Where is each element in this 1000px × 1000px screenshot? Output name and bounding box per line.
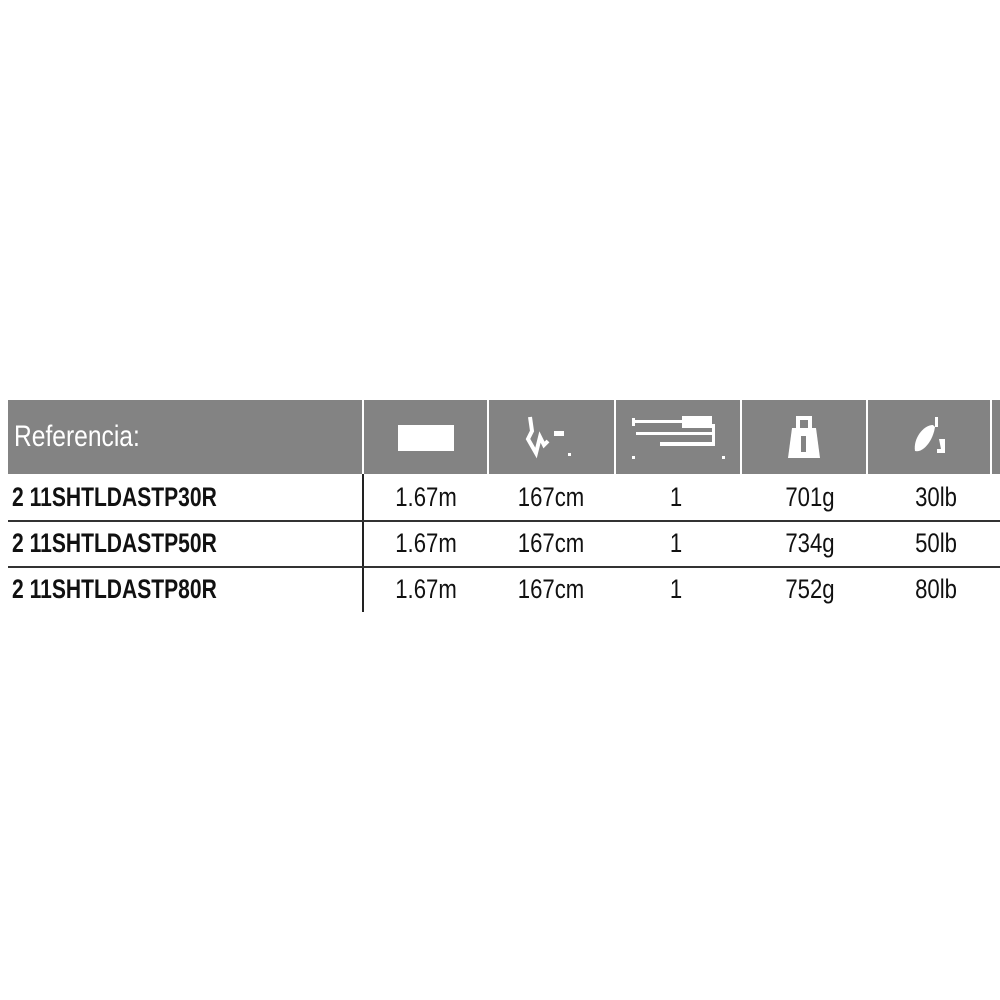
length-m-cell: 1.67m <box>395 482 457 512</box>
length-cm-cell: 167cm <box>517 528 585 558</box>
weight-cell: 752g <box>785 574 835 604</box>
length-m-cell: 1.67m <box>395 528 457 558</box>
header-weight <box>742 400 866 474</box>
table-row: 2 11SHTLDASTP80R 1.67m 167cm 1 752g 80lb <box>8 568 1000 614</box>
column-divider <box>362 474 364 612</box>
ref-cell: 2 11SHTLDASTP80R <box>12 574 217 604</box>
length-m-cell: 1.67m <box>395 574 457 604</box>
length-cm-cell: 167cm <box>517 482 585 512</box>
header-extra <box>992 400 1000 474</box>
row-divider <box>8 520 1000 522</box>
line-lure-icon <box>914 417 945 453</box>
weight-icon <box>788 416 820 458</box>
ref-cell: 2 11SHTLDASTP50R <box>12 528 217 558</box>
header-line <box>868 400 990 474</box>
action-curve-icon <box>525 416 571 459</box>
line-cell: 50lb <box>915 528 957 558</box>
length-rectangle-icon <box>397 425 454 451</box>
table-row: 2 11SHTLDASTP30R 1.67m 167cm 1 701g 30lb <box>8 476 1000 522</box>
reference-label: Referencia: <box>14 420 140 453</box>
line-cell: 30lb <box>915 482 957 512</box>
header-action <box>489 400 614 474</box>
row-divider <box>8 566 1000 568</box>
length-cm-cell: 167cm <box>517 574 585 604</box>
ref-cell: 2 11SHTLDASTP30R <box>12 482 217 512</box>
line-cell: 80lb <box>915 574 957 604</box>
table-row: 2 11SHTLDASTP50R 1.67m 167cm 1 734g 50lb <box>8 522 1000 568</box>
header-sections <box>616 400 740 474</box>
sections-rod-icon <box>632 416 725 459</box>
sections-cell: 1 <box>669 574 683 604</box>
weight-cell: 701g <box>785 482 835 512</box>
sections-cell: 1 <box>669 528 683 558</box>
sections-cell: 1 <box>669 482 683 512</box>
weight-cell: 734g <box>785 528 835 558</box>
header-length <box>364 400 487 474</box>
header-reference: Referencia: <box>8 400 362 474</box>
